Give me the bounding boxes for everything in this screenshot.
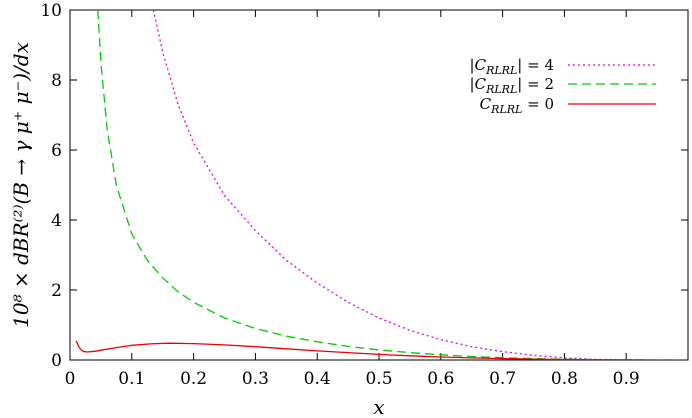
x-tick-label: 0.2 xyxy=(180,369,207,389)
legend-label-1: |CRLRL| = 4 xyxy=(470,56,554,77)
series-line-1 xyxy=(152,10,679,360)
axes: 0 0.1 0.2 0.3 0.4 0.5 0.6 0.7 0.8 0.9 0 2 4 6 8 10 xyxy=(40,1,689,389)
x-tick-label: 0.5 xyxy=(365,369,392,389)
series-line-2 xyxy=(97,10,679,360)
x-tick-label: 0.9 xyxy=(613,369,640,389)
series-line-3 xyxy=(75,340,679,360)
x-tick-label: 0.6 xyxy=(427,369,454,389)
y-tick-label: 10 xyxy=(40,1,62,21)
y-tick-label: 8 xyxy=(51,71,62,91)
x-tick-label: 0.8 xyxy=(551,369,578,389)
x-tick-label: 0.4 xyxy=(304,369,331,389)
y-tick-label: 0 xyxy=(51,351,62,371)
y-tick-label: 6 xyxy=(51,141,62,161)
x-tick-label: 0 xyxy=(65,369,76,389)
y-tick-label: 4 xyxy=(51,211,62,231)
plot-frame xyxy=(69,9,689,361)
axis-titles: x 10⁸ × dBR⁽²⁾(B → γ μ⁺ μ⁻)/dx xyxy=(9,42,385,418)
y-tick-label: 2 xyxy=(51,281,62,301)
y-axis-title: 10⁸ × dBR⁽²⁾(B → γ μ⁺ μ⁻)/dx xyxy=(9,42,33,328)
legend-label-3: CRLRL = 0 xyxy=(480,95,554,116)
series-layer xyxy=(75,10,679,360)
legend-label-2: |CRLRL| = 2 xyxy=(470,75,554,96)
x-tick-label: 0.3 xyxy=(242,369,269,389)
x-tick-label: 0.7 xyxy=(489,369,516,389)
x-tick-label: 0.1 xyxy=(118,369,145,389)
x-axis-title: x xyxy=(373,395,384,418)
